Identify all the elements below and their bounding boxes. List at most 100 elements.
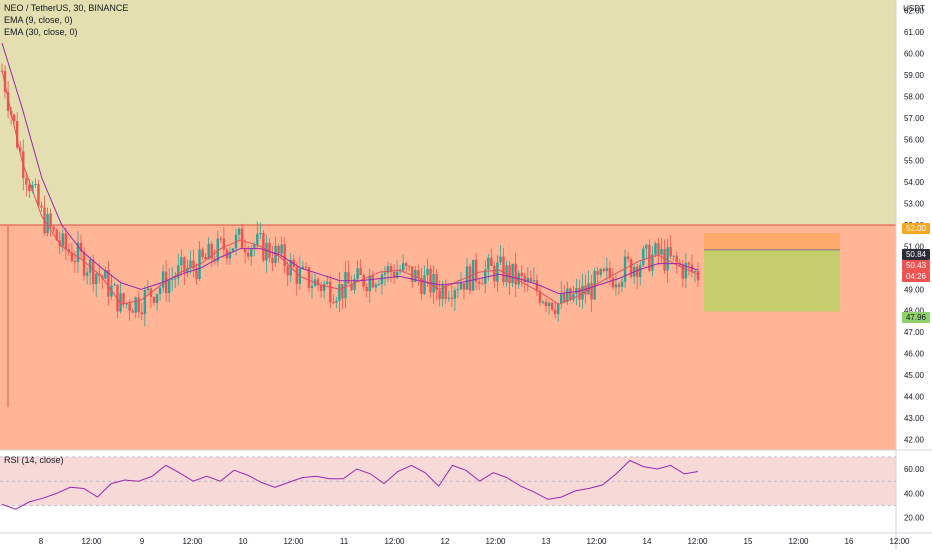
candle-body [398,270,402,272]
rsi-tick-label: 40.00 [904,489,925,498]
candle-body [654,243,657,255]
candle-body [70,252,74,261]
candle-body [174,278,177,280]
candle-body [687,262,691,265]
candle-body [171,279,174,281]
time-tick-label: 12:00 [384,537,405,546]
last-price-badge: 50.43 [902,260,930,271]
time-tick-label: 12:00 [485,537,506,546]
candle-body [12,114,16,122]
candle-body [189,260,192,268]
candle-body [52,226,55,230]
candle-body [450,297,454,299]
candle-body [681,264,685,279]
candle-body [265,242,268,261]
time-tick-label: 13 [542,537,551,546]
candle-body [408,265,411,267]
candle-body [581,285,584,300]
candle-body [246,252,250,257]
price-tick-label: 55.00 [904,157,925,166]
candle-body [395,271,399,278]
candle-body [642,248,645,266]
candle-body [329,281,332,303]
price-tick-label: 45.00 [904,371,925,380]
candle-body [34,184,37,186]
candle-body [353,279,356,291]
candle-body [55,229,58,241]
candle-body [319,285,323,291]
price-tick-label: 60.00 [904,50,925,59]
candle-body [350,283,353,291]
candle-body [684,262,688,279]
candle-body [405,263,408,266]
ema-fast-legend[interactable]: EMA (9, close, 0) [4,15,73,25]
candle-body [85,272,89,276]
candle-body [523,276,526,282]
countdown-badge: 04:26 [902,271,930,282]
candle-body [456,289,460,291]
candle-body [167,279,171,294]
price-tick-label: 51.00 [904,242,925,251]
time-tick-label: 16 [845,537,854,546]
candle-body [389,266,393,272]
time-tick-label: 12:00 [586,537,607,546]
rsi-legend[interactable]: RSI (14, close) [4,455,64,465]
candle-body [414,269,417,282]
candle-body [499,256,502,263]
candle-body [356,268,359,280]
candle-body [316,279,320,286]
candle-body [371,275,374,288]
candle-body [547,302,551,307]
candle-body [368,275,371,292]
candle-body [341,284,344,299]
candle-body [441,285,444,300]
candle-body [575,288,578,294]
candle-body [435,273,438,291]
candle-body [128,303,131,311]
candle-body [377,284,381,286]
candle-body [453,290,457,299]
candle-body [152,296,156,303]
candle-body [307,267,311,288]
candle-body [614,284,618,288]
candle-body [535,280,539,292]
candle-body [155,293,159,303]
candle-body [122,293,125,304]
candle-body [696,270,700,281]
time-tick-label: 12:00 [788,537,809,546]
candle-body [310,286,314,288]
price-tick-label: 49.00 [904,285,925,294]
time-tick-label: 10 [239,537,248,546]
candle-body [82,251,86,276]
candle-body [572,293,575,300]
symbol-legend[interactable]: NEO / TetherUS, 30, BINANCE [4,3,129,13]
candle-body [268,242,271,258]
candle-body [326,281,329,284]
candle-body [493,265,496,282]
candle-body [359,268,362,275]
candle-body [253,244,256,249]
candle-body [526,277,529,282]
price-tick-label: 57.00 [904,114,925,123]
price-tick-label: 48.00 [904,307,925,316]
candle-body [301,266,305,269]
time-tick-label: 11 [340,537,349,546]
candle-body [444,285,447,299]
candle-body [383,272,387,275]
candle-body [304,266,308,268]
candle-body [113,284,116,286]
rsi-tick-label: 60.00 [904,465,925,474]
candle-body [645,244,648,249]
ema-slow-legend[interactable]: EMA (30, close, 0) [4,27,78,37]
candle-body [107,270,110,297]
candle-body [146,288,150,291]
candle-body [693,270,697,272]
candle-body [204,256,207,260]
candle-body [40,205,43,208]
candle-body [663,248,666,271]
candle-body [140,312,144,315]
candle-body [180,257,183,266]
price-tick-label: 56.00 [904,135,925,144]
